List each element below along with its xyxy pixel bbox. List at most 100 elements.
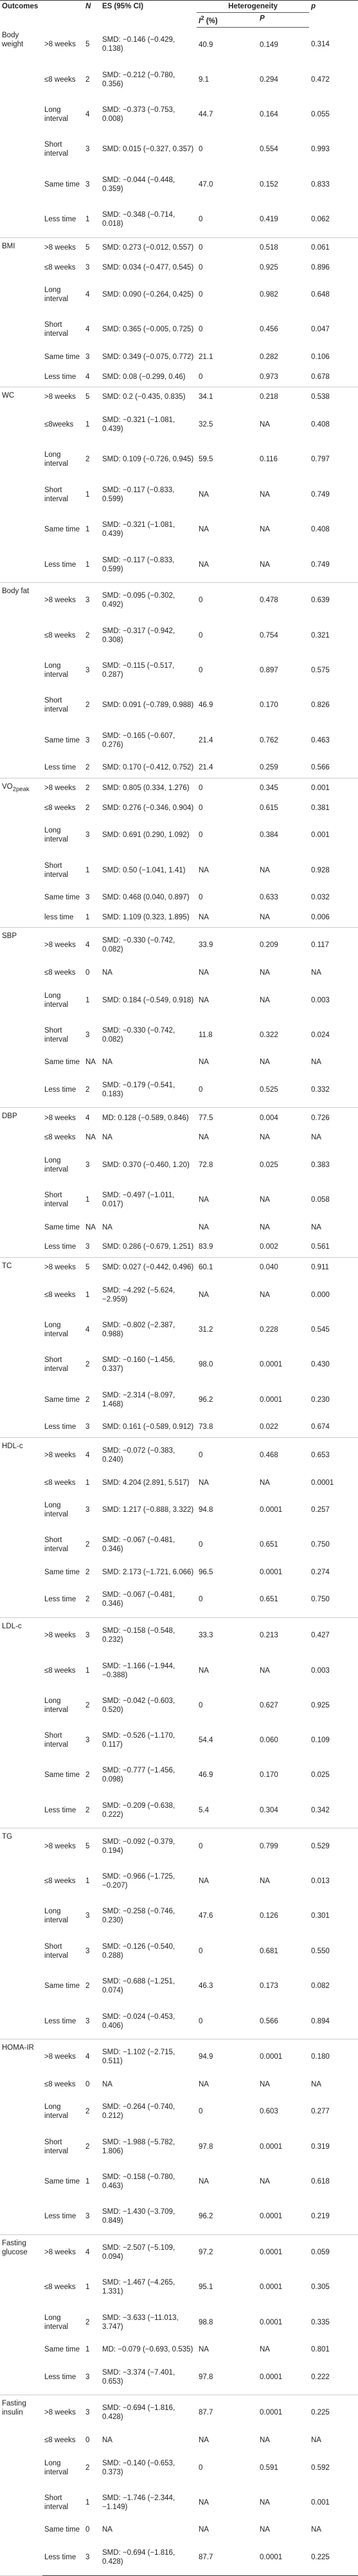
p-cell: 0.928 xyxy=(311,866,330,874)
es-cell: SMD: −0.115 (−0.517, 0.287) xyxy=(102,661,175,679)
table-row: Less time 2 SMD: 0.170 (−0.412, 0.752) 21.4… xyxy=(0,757,358,778)
p-het-cell: 0.173 xyxy=(260,1982,278,1991)
p-cell: 0.180 xyxy=(311,2053,330,2061)
p-het-cell: 0.152 xyxy=(260,180,278,189)
p-cell: 0.750 xyxy=(309,1582,358,1618)
table-row: Less time 3 SMD: −3.374 (−7.401, 0.653) 97.… xyxy=(0,2359,358,2396)
table-row: Less time 3 SMD: 0.161 (−0.589, 0.912) 73.8… xyxy=(0,1417,358,1438)
i2-cell: 21.1 xyxy=(199,353,213,361)
n-cell: 4 xyxy=(85,941,90,950)
p-het-cell: 0.478 xyxy=(260,596,278,605)
p-het-cell: 0.004 xyxy=(260,1114,278,1122)
i2-cell: 96.5 xyxy=(199,1568,213,1576)
p-het-cell: NA xyxy=(260,1058,270,1067)
es-cell: SMD: 0.286 (−0.679, 1.251) xyxy=(100,1237,197,1258)
p-cell: 0.225 xyxy=(311,2409,330,2417)
p-cell: 0.319 xyxy=(311,2142,330,2151)
es-cell: SMD: 0.2 (−0.435, 0.835) xyxy=(102,393,186,401)
p-cell: 0.993 xyxy=(311,145,330,154)
es-cell: SMD: −1.166 (−1.944, −0.388) xyxy=(102,1662,175,1679)
es-cell: SMD: −2.507 (−5.109, 0.094) xyxy=(102,2243,175,2261)
subgroup: Same time xyxy=(44,893,80,901)
p-cell: 0.561 xyxy=(309,1237,358,1258)
subgroup: >8 weeks xyxy=(44,393,76,401)
subgroup: Same time xyxy=(44,180,80,189)
table-row: Body fat >8 weeks 3 SMD: −0.095 (−0.302, 0.… xyxy=(0,582,358,778)
p-het-cell: 0.0001 xyxy=(260,2409,283,2417)
table-row: Short interval 2 SMD: −0.067 (−0.481, 0.34… xyxy=(0,1527,358,1562)
p-cell: 0.801 xyxy=(311,2346,330,2354)
subgroup: Less time xyxy=(42,547,84,583)
es-cell: SMD: −0.330 (−0.742, 0.082) xyxy=(102,937,175,954)
outcome-sub: 2peak xyxy=(12,785,30,793)
p-het-cell: NA xyxy=(260,1134,270,1142)
p-het-cell: 0.0001 xyxy=(260,1568,283,1576)
es-cell: MD: 0.128 (−0.589, 0.846) xyxy=(102,1114,189,1122)
subgroup: Less time xyxy=(42,201,84,238)
p-het-cell: 0.0001 xyxy=(260,2142,283,2151)
outcome-cell: WC xyxy=(0,387,42,583)
n-cell: 1 xyxy=(85,2346,90,2354)
i2-cell: NA xyxy=(199,1877,209,1886)
p-cell: NA xyxy=(311,2436,321,2445)
i2-cell: 33.9 xyxy=(199,941,213,950)
table-row: Short interval 1 SMD: −0.117 (−0.833, 0.59… xyxy=(0,477,358,512)
n-cell: 5 xyxy=(85,1264,90,1272)
es-cell: SMD: −0.688 (−1.251, 0.074) xyxy=(102,1978,175,1995)
p-cell: 0.911 xyxy=(311,1264,329,1272)
p-het-cell: 0.419 xyxy=(258,201,309,238)
p-het-cell: 0.0001 xyxy=(260,2248,283,2256)
es-cell: SMD: −2.314 (−8.097, 1.468) xyxy=(102,1391,175,1408)
i2-cell: NA xyxy=(199,1223,209,1231)
i2-cell: 0 xyxy=(199,326,203,334)
i2-cell: 0 xyxy=(199,893,203,901)
es-cell: NA xyxy=(102,969,112,977)
p-het-cell: NA xyxy=(260,2526,270,2534)
p-cell: 0.117 xyxy=(311,941,329,950)
es-cell: SMD: −0.966 (−1.725, −0.207) xyxy=(102,1873,175,1890)
es-cell: SMD: 0.365 (−0.005, 0.725) xyxy=(102,326,194,334)
n-cell: 4 xyxy=(85,291,90,299)
table-row: Same time 1 SMD: −0.321 (−1.081, 0.439) NA N… xyxy=(0,512,358,547)
subgroup: ≤8 weeks xyxy=(44,2283,76,2292)
subgroup: Short interval xyxy=(44,1191,69,1209)
es-cell: SMD: −0.179 (−0.541, 0.183) xyxy=(100,1072,197,1109)
subgroup: Short interval xyxy=(44,321,69,338)
es-cell: SMD: −0.330 (−0.742, 0.082) xyxy=(102,1026,175,1044)
i2-cell: 96.2 xyxy=(199,1395,213,1404)
table-body: Body weight >8 weeks 5 SMD: −0.146 (−0.429,… xyxy=(0,27,358,2576)
p-cell: 0.472 xyxy=(311,75,330,84)
outcome-cell: HOMA-IR xyxy=(0,2039,42,2235)
i2-cell: NA xyxy=(199,2177,209,2185)
subgroup: >8 weeks xyxy=(44,41,76,49)
es-cell: SMD: −0.497 (−1.011, 0.017) xyxy=(102,1191,175,1209)
n-cell: 2 xyxy=(85,784,90,793)
i2-cell: 21.4 xyxy=(199,736,213,744)
i2-cell: NA xyxy=(199,1666,209,1675)
p-cell: 0.058 xyxy=(311,1196,330,1204)
p-cell: 0.408 xyxy=(311,421,330,429)
es-cell: SMD: −3.633 (−11.013, 3.747) xyxy=(102,2314,179,2331)
es-cell: MD: −0.079 (−0.693, 0.535) xyxy=(102,2346,193,2354)
p-cell: 0.592 xyxy=(311,2463,330,2472)
p-het-cell: 0.025 xyxy=(260,1161,278,1169)
p-cell: 0.001 xyxy=(311,831,330,840)
n-cell: 1 xyxy=(85,1877,90,1886)
subgroup: ≤8 weeks xyxy=(44,75,76,84)
p-het-cell: NA xyxy=(260,866,270,874)
n-cell: 2 xyxy=(85,1982,90,1991)
p-cell: 0.545 xyxy=(311,1326,330,1334)
p-het-cell: 0.633 xyxy=(260,893,278,901)
p-cell: 0.003 xyxy=(311,996,330,1004)
es-cell: SMD: 0.015 (−0.327, 0.357) xyxy=(102,145,194,154)
table-row: Same time 3 SMD: −0.044 (−0.448, 0.359) 47.… xyxy=(0,167,358,202)
n-cell: 3 xyxy=(84,2199,100,2235)
p-het-cell: 0.0001 xyxy=(260,1395,283,1404)
subgroup: Less time xyxy=(42,2539,84,2576)
table-row: Long interval 3 SMD: −0.115 (−0.517, 0.287… xyxy=(0,653,358,688)
n-cell: 0 xyxy=(85,2436,90,2445)
subgroup: Short interval xyxy=(44,1536,69,1554)
outcome-cell: Fasting insulin xyxy=(0,2395,42,2576)
p-cell: NA xyxy=(311,2080,321,2088)
